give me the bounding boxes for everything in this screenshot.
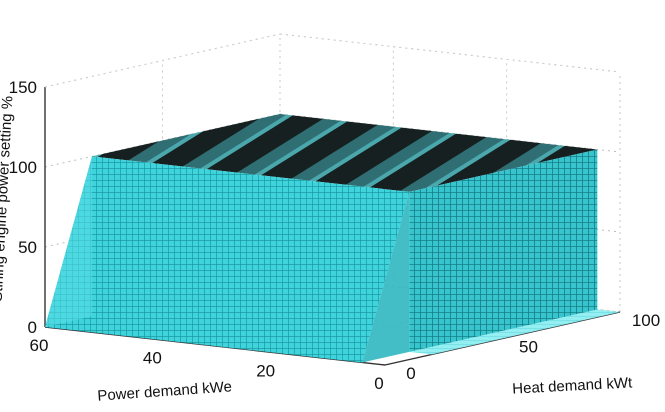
svg-text:60: 60	[30, 336, 49, 355]
surface-mesh	[45, 114, 620, 363]
surface-ramp-face	[45, 156, 410, 363]
box-top-edge-back	[44, 33, 281, 88]
svg-text:50: 50	[18, 238, 37, 257]
axis-y-line	[384, 311, 621, 366]
svg-text:20: 20	[256, 361, 275, 380]
x-axis-ticks: 60 40 20 0	[30, 336, 384, 393]
z-axis-ticks: 0 50 100 150	[9, 78, 37, 337]
y-axis-label: Heat demand kWt	[512, 374, 634, 397]
z-axis-label: Stirling engine power setting %	[0, 95, 16, 302]
svg-text:50: 50	[519, 338, 538, 357]
x-axis-label: Power demand kWe	[97, 378, 233, 404]
z-tick-label-100: 100	[9, 158, 37, 177]
y-tick-label-50: 50	[519, 338, 538, 357]
svg-text:0: 0	[28, 318, 37, 337]
svg-text:100: 100	[632, 311, 660, 330]
y-tick-label-0: 0	[406, 364, 415, 383]
surface-plateau-top	[92, 114, 598, 192]
x-tick-label-40: 40	[143, 349, 162, 368]
surface-front-side	[45, 156, 92, 327]
y-axis-ticks: 0 50 100	[406, 311, 660, 383]
box-top-edge-right	[279, 33, 621, 73]
z-tick-label-150: 150	[9, 78, 37, 97]
x-tick-label-60: 60	[30, 336, 49, 355]
surface-ramp-side	[362, 191, 410, 363]
x-tick-label-20: 20	[256, 361, 275, 380]
z-tick-label-50: 50	[18, 238, 37, 257]
svg-text:40: 40	[143, 349, 162, 368]
surface-floor-zero-region	[409, 309, 620, 355]
surface-drop-face	[409, 149, 598, 352]
x-tick-label-0: 0	[374, 374, 383, 393]
svg-text:0: 0	[374, 374, 383, 393]
svg-text:100: 100	[9, 158, 37, 177]
z-tick-label-0: 0	[28, 318, 37, 337]
svg-text:0: 0	[406, 364, 415, 383]
y-tick-label-100: 100	[632, 311, 660, 330]
svg-text:150: 150	[9, 78, 37, 97]
